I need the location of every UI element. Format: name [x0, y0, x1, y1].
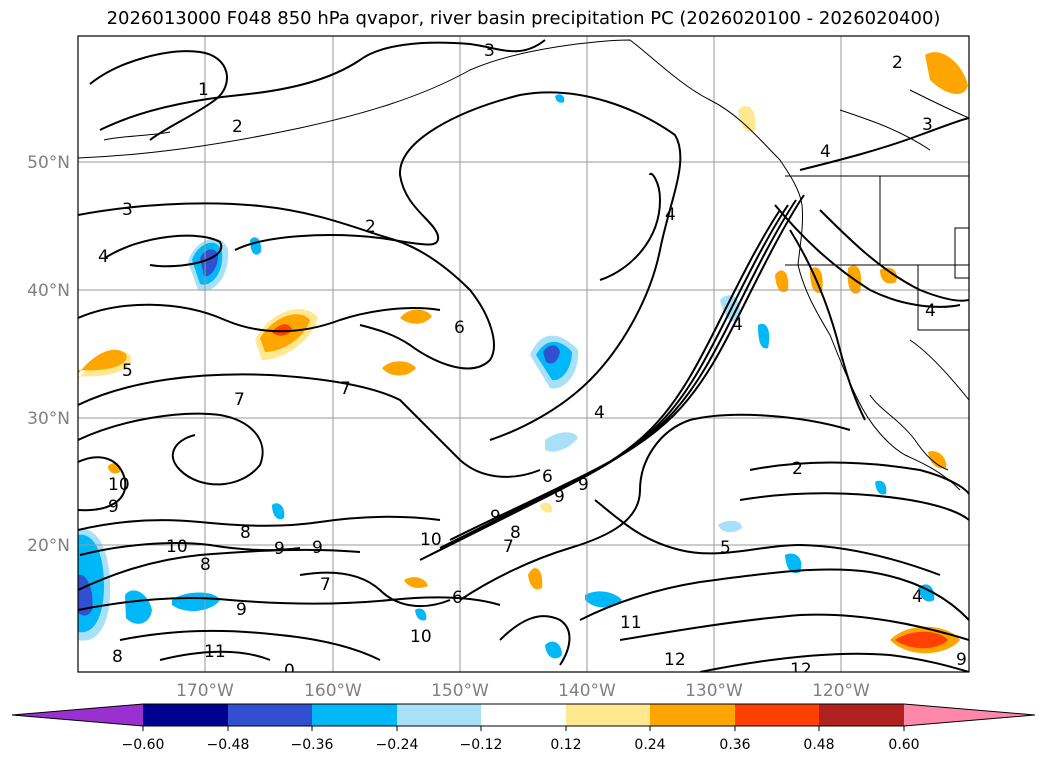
lon-label: 150°W: [431, 681, 489, 701]
colorbar-tick-label: −0.60: [122, 737, 165, 753]
map-panel: [78, 36, 969, 672]
contour-label: 8: [200, 555, 211, 575]
colorbar-tick-label: 0.48: [803, 737, 834, 753]
contour-label: 3: [484, 41, 495, 61]
lon-label: 120°W: [812, 681, 870, 701]
contour-label: 4: [594, 403, 605, 423]
contour-label: 12: [790, 660, 812, 680]
colorbar-segment: [143, 704, 228, 726]
lat-label: 40°N: [27, 281, 70, 301]
coastlines: [78, 39, 969, 491]
lon-label: 170°W: [176, 681, 234, 701]
colorbar-tick-label: −0.48: [207, 737, 250, 753]
contour-label: 2: [892, 53, 903, 73]
contour-label: 3: [122, 200, 133, 220]
contour-label: 4: [732, 315, 743, 335]
contour-label: 4: [912, 587, 923, 607]
lon-label: 160°W: [304, 681, 362, 701]
colorbar-segment: [228, 704, 312, 726]
colorbar-tick-label: −0.12: [460, 737, 503, 753]
colorbar-segment: [650, 704, 735, 726]
contour-label: 7: [503, 537, 514, 557]
colorbar-tick-label: 0.36: [719, 737, 750, 753]
contour-label: 6: [454, 318, 465, 338]
contour-label: 11: [204, 642, 226, 662]
contour-label: 2: [792, 459, 803, 479]
lat-label: 50°N: [27, 153, 70, 173]
contour-label: 7: [340, 379, 351, 399]
contour-label: 0: [284, 661, 295, 681]
colorbar-segment: [819, 704, 904, 726]
contour-label: 5: [720, 538, 731, 558]
lon-label: 140°W: [558, 681, 616, 701]
contour-label: 7: [234, 390, 245, 410]
colorbar: −0.60 −0.48 −0.36 −0.24 −0.12 0.12 0.24 …: [11, 703, 1036, 753]
colorbar-segment: [481, 704, 566, 726]
contour-label: 9: [312, 538, 323, 558]
colorbar-tick-label: −0.36: [291, 737, 334, 753]
contour-label: 12: [664, 650, 686, 670]
contour-label: 10: [108, 475, 130, 495]
contour-label: 9: [490, 507, 501, 527]
contour-label: 9: [554, 487, 565, 507]
colorbar-segment: [312, 704, 397, 726]
contour-label: 4: [925, 301, 936, 321]
contour-label: 10: [410, 627, 432, 647]
precip-fill-patches: [78, 52, 968, 659]
contour-label: 9: [108, 497, 119, 517]
colorbar-tick-label: 0.60: [888, 737, 919, 753]
contour-label: 4: [820, 142, 831, 162]
lon-label: 130°W: [685, 681, 743, 701]
contour-label: 9: [956, 650, 967, 670]
contour-label: 11: [620, 613, 642, 633]
contour-label: 10: [420, 530, 442, 550]
contour-label: 8: [510, 523, 521, 543]
contour-label: 9: [274, 539, 285, 559]
colorbar-extend-high: [904, 704, 1035, 726]
contour-label: 2: [365, 217, 376, 237]
contour-label: 9: [236, 600, 247, 620]
contour-label: 7: [320, 575, 331, 595]
contour-label: 5: [122, 361, 133, 381]
contour-label: 6: [542, 467, 553, 487]
colorbar-segment: [397, 704, 481, 726]
colorbar-tick-label: 0.24: [634, 737, 665, 753]
colorbar-segment: [735, 704, 819, 726]
lat-label: 30°N: [27, 409, 70, 429]
contour-label: 2: [232, 117, 243, 137]
contour-label: 1: [198, 80, 209, 100]
colorbar-tick-label: −0.24: [376, 737, 419, 753]
colorbar-segment: [566, 704, 650, 726]
contour-label: 3: [922, 115, 933, 135]
contour-label: 6: [452, 588, 463, 608]
colorbar-extend-low: [12, 704, 143, 726]
lat-label: 20°N: [27, 536, 70, 556]
colorbar-tick-label: 0.12: [550, 737, 581, 753]
contour-label: 4: [98, 247, 109, 267]
contour-label: 10: [166, 537, 188, 557]
contour-label: 8: [112, 647, 123, 667]
longitude-labels: 170°W 160°W 150°W 140°W 130°W 120°W: [176, 681, 870, 701]
contour-label: 4: [665, 205, 676, 225]
latitude-labels: 50°N 40°N 30°N 20°N: [27, 153, 70, 556]
map-frame: [77, 35, 970, 673]
contour-label: 8: [240, 523, 251, 543]
contour-label: 9: [578, 475, 589, 495]
qvapor-contours: [78, 39, 969, 672]
figure-title: 2026013000 F048 850 hPa qvapor, river ba…: [106, 8, 941, 29]
contour-label-layer: 1 2 3 3 2 4 3 4 2 4 4 4 6 5 7 7 4 10 9 6…: [98, 41, 967, 681]
